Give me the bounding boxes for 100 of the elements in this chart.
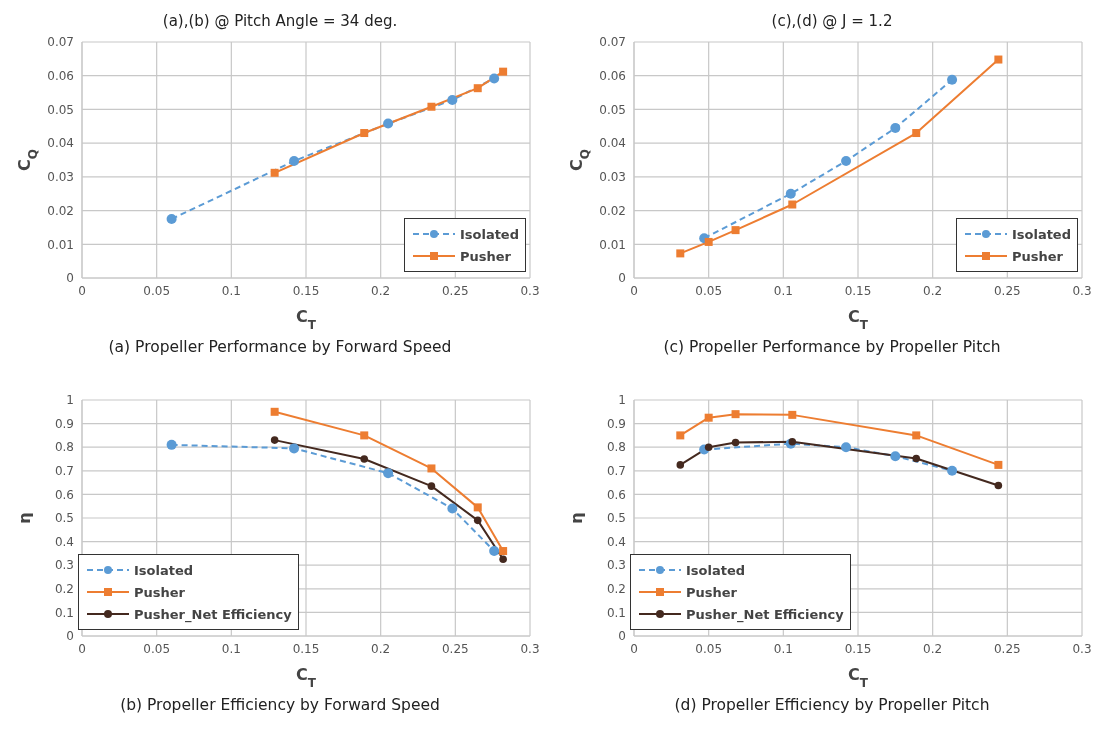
x-axis-title: C$_{T}$ bbox=[848, 665, 869, 690]
x-tick-label: 0 bbox=[630, 641, 638, 656]
point bbox=[947, 465, 958, 476]
point bbox=[912, 454, 921, 463]
y-tick-label: 0.04 bbox=[47, 136, 74, 151]
chart-title: (c),(d) @ J = 1.2 bbox=[771, 12, 893, 30]
point bbox=[360, 455, 369, 463]
x-tick-label: 0.1 bbox=[221, 283, 241, 298]
point bbox=[676, 431, 685, 440]
y-tick-label: 0.5 bbox=[54, 511, 74, 526]
y-tick-label: 0.03 bbox=[599, 170, 626, 185]
x-tick-label: 0.15 bbox=[844, 641, 872, 656]
y-tick-label: 0.05 bbox=[599, 102, 626, 117]
point bbox=[383, 118, 394, 129]
legend-label: Pusher_Net Efficiency bbox=[686, 606, 844, 622]
x-tick-label: 0.3 bbox=[520, 283, 540, 298]
y-tick-label: 0.07 bbox=[47, 35, 74, 50]
y-tick-label: 0.8 bbox=[606, 440, 626, 455]
x-axis-title: C$_{T}$ bbox=[296, 665, 317, 690]
point bbox=[499, 547, 508, 556]
point bbox=[890, 122, 901, 133]
x-tick-label: 0.25 bbox=[993, 283, 1021, 298]
x-tick-label: 0.15 bbox=[292, 641, 320, 656]
y-tick-label: 0.03 bbox=[47, 170, 74, 185]
legend-label: Pusher bbox=[1011, 248, 1063, 264]
point bbox=[447, 503, 458, 514]
point bbox=[270, 436, 279, 444]
x-axis-title: C$_{T}$ bbox=[848, 307, 869, 332]
chart-title: (a),(b) @ Pitch Angle = 34 deg. bbox=[162, 12, 398, 30]
legend-label: Isolated bbox=[1011, 226, 1071, 242]
point bbox=[489, 546, 500, 557]
point bbox=[704, 443, 713, 451]
point bbox=[841, 156, 852, 167]
x-tick-label: 0.2 bbox=[371, 641, 391, 656]
legend-label: Pusher_Net Efficiency bbox=[134, 606, 292, 622]
point bbox=[731, 410, 740, 419]
legend-label: Pusher bbox=[686, 584, 738, 600]
point bbox=[499, 555, 507, 564]
point bbox=[704, 237, 713, 246]
y-tick-label: 0.4 bbox=[54, 534, 74, 549]
legend-label: Isolated bbox=[134, 562, 194, 578]
point bbox=[912, 431, 921, 440]
x-tick-label: 0.3 bbox=[1072, 283, 1092, 298]
x-tick-label: 0 bbox=[78, 641, 86, 656]
point bbox=[360, 129, 369, 138]
point bbox=[489, 73, 500, 84]
point bbox=[731, 438, 740, 447]
y-tick-label: 1 bbox=[66, 393, 74, 408]
point bbox=[994, 481, 1003, 490]
x-tick-label: 0.05 bbox=[143, 283, 171, 298]
y-tick-label: 0.01 bbox=[599, 237, 626, 252]
legend-label: Pusher bbox=[134, 584, 186, 600]
point bbox=[383, 468, 394, 479]
x-tick-label: 0.2 bbox=[371, 283, 391, 298]
x-tick-label: 0.1 bbox=[773, 283, 793, 298]
y-tick-label: 0.04 bbox=[599, 136, 626, 151]
x-tick-label: 0.1 bbox=[221, 641, 241, 656]
point bbox=[912, 129, 921, 138]
x-tick-label: 0.15 bbox=[292, 283, 320, 298]
point bbox=[473, 503, 482, 512]
x-tick-label: 0.15 bbox=[844, 283, 872, 298]
point bbox=[289, 156, 300, 167]
x-tick-label: 0.2 bbox=[923, 283, 943, 298]
y-tick-label: 0 bbox=[66, 271, 74, 286]
point bbox=[841, 442, 852, 453]
y-tick-label: 0 bbox=[618, 271, 626, 286]
y-tick-label: 0.3 bbox=[54, 558, 74, 573]
y-tick-label: 0.9 bbox=[606, 416, 626, 431]
y-tick-label: 0.6 bbox=[606, 487, 626, 502]
text: (d) Propeller Efficiency by Propeller Pitch bbox=[674, 696, 990, 714]
point bbox=[788, 200, 797, 209]
x-tick-label: 0.25 bbox=[441, 283, 469, 298]
point bbox=[166, 439, 177, 450]
point bbox=[731, 226, 740, 235]
text: (b) Propeller Efficiency by Forward Speed bbox=[120, 696, 440, 714]
point bbox=[788, 410, 797, 419]
point bbox=[360, 431, 369, 440]
point bbox=[447, 94, 458, 105]
y-tick-label: 1 bbox=[618, 393, 626, 408]
legend-label: Isolated bbox=[459, 226, 519, 242]
x-tick-label: 0.25 bbox=[441, 641, 469, 656]
point bbox=[473, 84, 482, 93]
y-axis-title: η bbox=[567, 512, 586, 524]
point bbox=[289, 443, 300, 454]
x-tick-label: 0.2 bbox=[923, 641, 943, 656]
x-tick-label: 0 bbox=[78, 283, 86, 298]
y-tick-label: 0 bbox=[66, 629, 74, 644]
y-axis-title: η bbox=[15, 512, 34, 524]
y-tick-label: 0.1 bbox=[606, 605, 626, 620]
y-tick-label: 0.7 bbox=[54, 464, 74, 479]
x-tick-label: 0.05 bbox=[695, 283, 723, 298]
y-tick-label: 0.1 bbox=[54, 605, 74, 620]
x-tick-label: 0.3 bbox=[1072, 641, 1092, 656]
legend-label: Pusher bbox=[459, 248, 511, 264]
point bbox=[676, 461, 685, 469]
text: (c) Propeller Performance by Propeller Pitch bbox=[663, 338, 1001, 356]
y-tick-label: 0.3 bbox=[606, 558, 626, 573]
y-tick-label: 0.9 bbox=[54, 416, 74, 431]
x-tick-label: 0 bbox=[630, 283, 638, 298]
point bbox=[947, 74, 958, 85]
